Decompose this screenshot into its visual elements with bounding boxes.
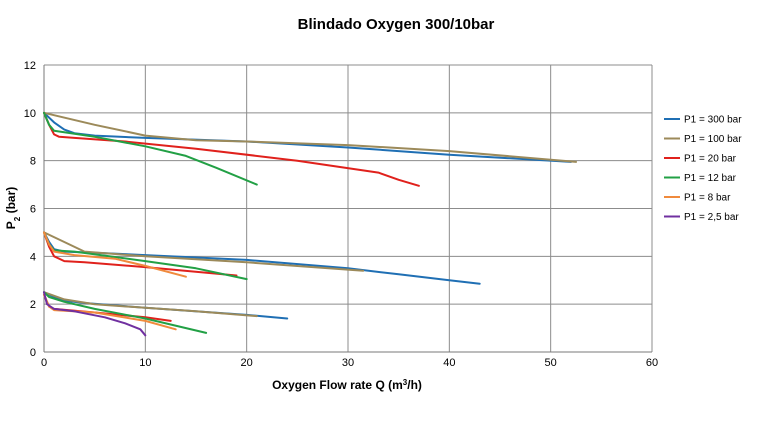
- x-axis-title-tail: /h): [407, 378, 422, 392]
- y-tick-label: 2: [30, 299, 36, 311]
- y-tick-label: 10: [24, 108, 36, 120]
- x-tick-label: 20: [241, 357, 253, 369]
- legend-label: P1 = 2,5 bar: [684, 212, 739, 223]
- series-line: [43, 111, 577, 163]
- series-line: [43, 231, 365, 272]
- y-tick-label: 12: [24, 60, 36, 72]
- x-axis-title-main: Oxygen Flow rate Q (m: [272, 378, 403, 392]
- x-axis-title: Oxygen Flow rate Q (m3/h): [272, 378, 422, 393]
- x-tick-label: 40: [443, 357, 455, 369]
- legend-label: P1 = 12 bar: [684, 173, 737, 184]
- series-line: [43, 231, 187, 278]
- y-axis-title-sub: 2: [13, 216, 22, 221]
- series-line: [43, 291, 208, 334]
- x-tick-label: 10: [139, 357, 151, 369]
- legend-label: P1 = 8 bar: [684, 193, 731, 204]
- y-axis-title: P2 (bar): [4, 187, 22, 229]
- legend-label: P1 = 300 bar: [684, 115, 742, 126]
- legend: P1 = 300 bar P1 = 100 bar P1 = 20 bar P1 = …: [664, 115, 742, 223]
- series-line: [43, 291, 147, 337]
- x-axis-title-sup: 3: [403, 378, 408, 387]
- y-tick-label: 6: [30, 204, 36, 216]
- y-axis-title-main: P: [4, 221, 18, 229]
- y-tick-label: 4: [30, 251, 36, 263]
- series-line: [43, 291, 258, 318]
- grid-layer: [43, 64, 653, 353]
- y-tick-label: 0: [30, 347, 36, 359]
- ticks-layer: 0 10 20 30 40 50 60 0 2 4 6 8 10 12: [24, 60, 658, 369]
- chart-title: Blindado Oxygen 300/10bar: [298, 16, 495, 33]
- series-line: [43, 111, 258, 186]
- x-tick-label: 50: [545, 357, 557, 369]
- series-line: [43, 231, 481, 285]
- legend-label: P1 = 20 bar: [684, 154, 737, 165]
- y-tick-label: 8: [30, 156, 36, 168]
- series-line: [43, 231, 238, 277]
- x-tick-label: 60: [646, 357, 658, 369]
- series-layer: [43, 111, 577, 337]
- x-tick-label: 30: [342, 357, 354, 369]
- y-axis-title-tail: (bar): [4, 187, 18, 217]
- x-tick-label: 0: [41, 357, 47, 369]
- legend-label: P1 = 100 bar: [684, 134, 742, 145]
- series-line: [43, 111, 572, 163]
